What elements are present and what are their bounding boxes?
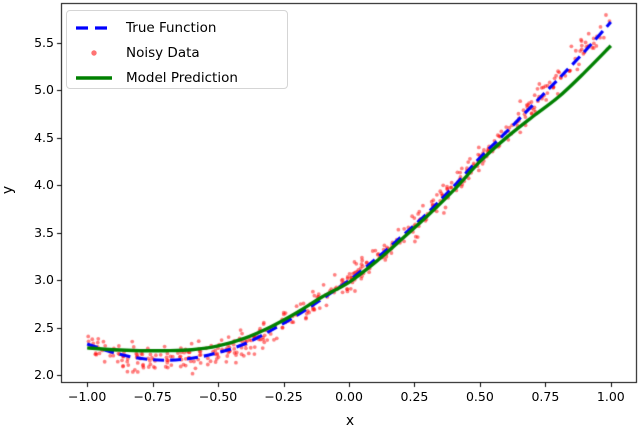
x-tick-label: −0.75: [133, 389, 172, 404]
x-tick-label: 0.25: [400, 389, 429, 404]
x-tick-label: 0.50: [465, 389, 494, 404]
x-tick-label: −0.25: [264, 389, 303, 404]
y-tick-label: 5.0: [34, 82, 54, 98]
dashed-line-marker: [76, 25, 112, 30]
legend-label: Model Prediction: [126, 69, 238, 86]
legend-label: True Function: [126, 19, 217, 36]
legend-item-model-prediction: Model Prediction: [75, 65, 287, 90]
legend-label: Noisy Data: [126, 44, 200, 61]
y-tick-label: 3.5: [34, 224, 54, 240]
legend-item-true-function: True Function: [75, 15, 287, 40]
x-tick-label: 0.75: [531, 389, 560, 404]
legend-item-noisy-data: Noisy Data: [75, 40, 287, 65]
y-tick-label: 4.5: [34, 129, 54, 145]
y-tick-label: 2.5: [34, 319, 54, 335]
x-axis-label: x: [345, 413, 355, 429]
x-tick-label: −0.50: [198, 389, 238, 404]
x-tick-label: −1.00: [68, 389, 107, 404]
dot-marker: [91, 49, 97, 56]
x-tick-label: 0.00: [335, 389, 363, 404]
solid-line-marker: [76, 75, 112, 80]
y-tick-label: 5.5: [34, 34, 54, 50]
legend: True Function Noisy Data Model Predictio…: [66, 10, 288, 89]
x-tick-label: 1.00: [596, 389, 625, 404]
y-tick-label: 4.0: [34, 177, 54, 193]
y-tick-label: 2.0: [34, 367, 54, 383]
y-tick-label: 3.0: [34, 272, 54, 288]
y-axis-label: y: [0, 185, 16, 195]
